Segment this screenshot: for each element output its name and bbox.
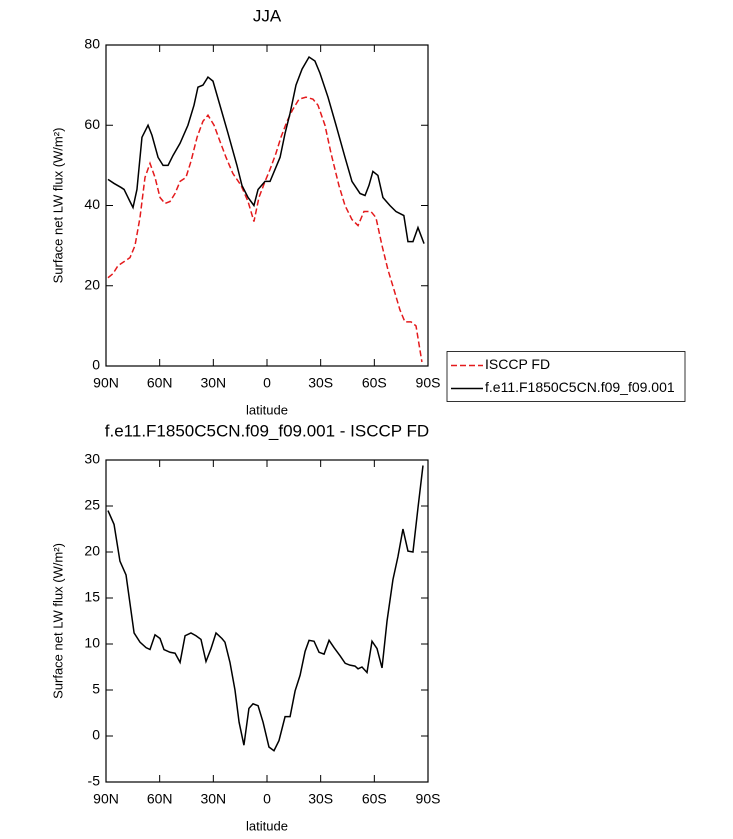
y-tick-label: 60	[84, 116, 100, 132]
x-axis-label: latitude	[246, 818, 288, 833]
legend-label: f.e11.F1850C5CN.f09_f09.001	[485, 379, 675, 395]
plot-frame	[105, 44, 429, 367]
x-tick-label: 90N	[93, 375, 119, 391]
y-axis-label: Surface net LW flux (W/m²)	[50, 543, 65, 699]
y-tick-label: 80	[84, 36, 100, 52]
x-tick-label: 30N	[200, 791, 226, 807]
y-axis-label: Surface net LW flux (W/m²)	[50, 128, 65, 284]
x-tick-label: 0	[263, 375, 271, 391]
y-tick-label: 0	[92, 727, 100, 743]
y-tick-label: 10	[84, 635, 100, 651]
x-tick-label: 30N	[200, 375, 226, 391]
y-tick-label: 0	[92, 357, 100, 373]
x-tick-label: 60S	[362, 791, 387, 807]
y-tick-label: 30	[84, 451, 100, 467]
y-tick-label: 20	[84, 543, 100, 559]
x-tick-label: 90S	[416, 791, 441, 807]
y-tick-label: 5	[92, 681, 100, 697]
chart-title: f.e11.F1850C5CN.f09_f09.001 - ISCCP FD	[105, 421, 429, 440]
y-tick-label: 25	[84, 497, 100, 513]
plot-frame	[105, 459, 429, 783]
line-series	[107, 96, 423, 363]
x-tick-label: 0	[263, 791, 271, 807]
chart-title: JJA	[253, 6, 282, 25]
legend-label: ISCCP FD	[485, 356, 550, 372]
legend-box	[446, 351, 686, 402]
y-tick-label: 20	[84, 276, 100, 292]
x-tick-label: 60N	[147, 791, 173, 807]
y-tick-label: -5	[88, 773, 101, 789]
x-tick-label: 30S	[308, 375, 333, 391]
x-axis-label: latitude	[246, 402, 288, 417]
line-series	[107, 55, 425, 244]
x-tick-label: 90S	[416, 375, 441, 391]
x-tick-label: 30S	[308, 791, 333, 807]
line-series	[107, 465, 424, 752]
x-tick-label: 60N	[147, 375, 173, 391]
x-tick-label: 90N	[93, 791, 119, 807]
y-tick-label: 15	[84, 589, 100, 605]
y-tick-label: 40	[84, 196, 100, 212]
x-tick-label: 60S	[362, 375, 387, 391]
